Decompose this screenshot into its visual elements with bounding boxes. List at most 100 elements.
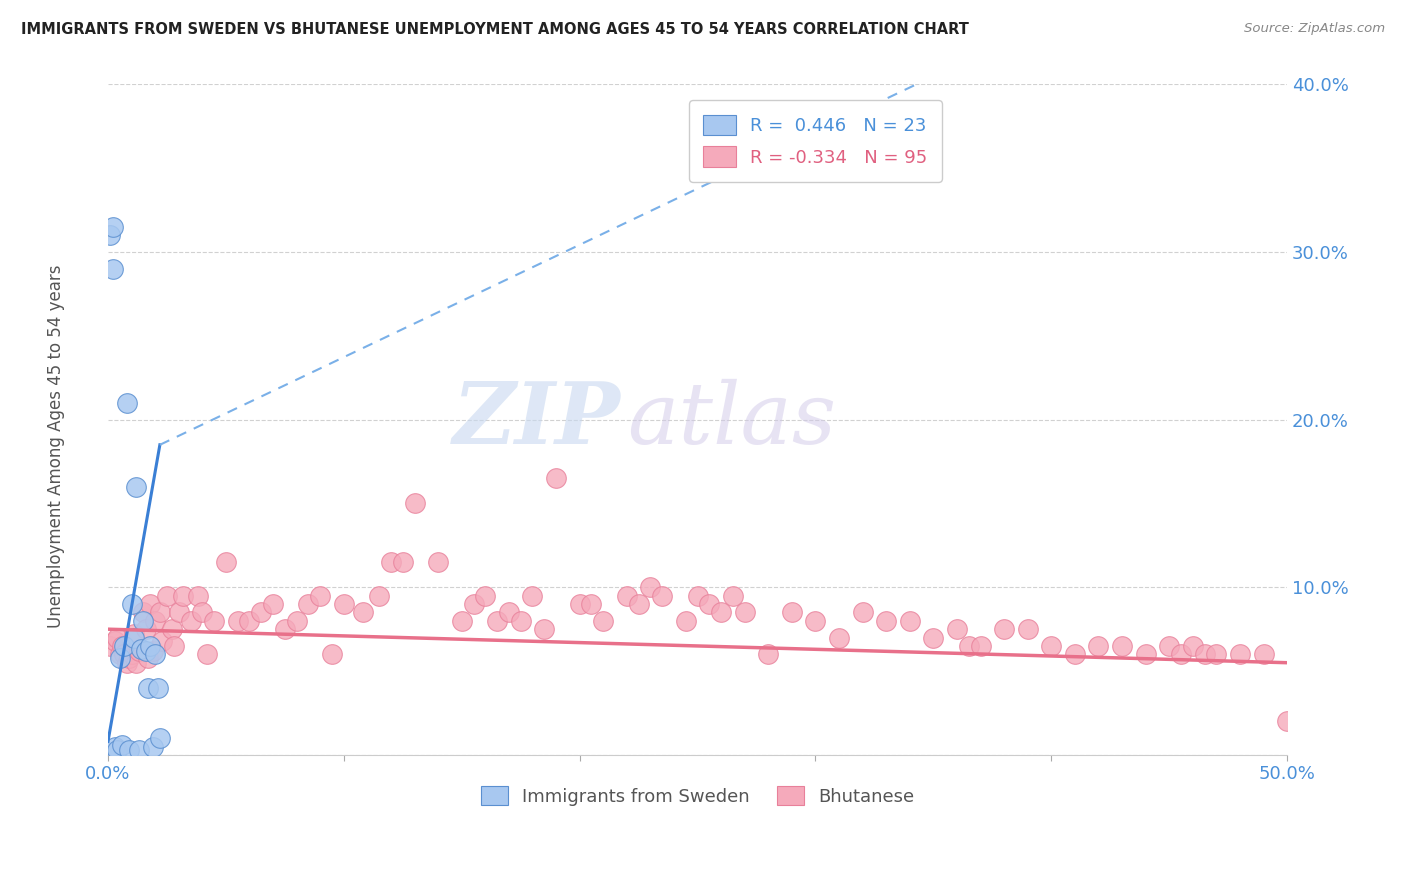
Point <box>172 589 194 603</box>
Point <box>118 743 141 757</box>
Text: ZIP: ZIP <box>453 378 621 461</box>
Point <box>957 639 980 653</box>
Point <box>675 614 697 628</box>
Point <box>651 589 673 603</box>
Point <box>111 738 134 752</box>
Point <box>1205 648 1227 662</box>
Point <box>1017 622 1039 636</box>
Point <box>404 496 426 510</box>
Point <box>135 644 157 658</box>
Point <box>1181 639 1204 653</box>
Point <box>128 644 150 658</box>
Point <box>143 614 166 628</box>
Point <box>150 634 173 648</box>
Point <box>522 589 544 603</box>
Point <box>993 622 1015 636</box>
Point <box>111 639 134 653</box>
Legend: Immigrants from Sweden, Bhutanese: Immigrants from Sweden, Bhutanese <box>474 779 922 813</box>
Point <box>391 555 413 569</box>
Point <box>104 634 127 648</box>
Point <box>333 597 356 611</box>
Point <box>108 650 131 665</box>
Point <box>780 606 803 620</box>
Point <box>352 606 374 620</box>
Point <box>1135 648 1157 662</box>
Point <box>125 480 148 494</box>
Point <box>852 606 875 620</box>
Point <box>380 555 402 569</box>
Text: Unemployment Among Ages 45 to 54 years: Unemployment Among Ages 45 to 54 years <box>48 264 65 628</box>
Point <box>202 614 225 628</box>
Point <box>1253 648 1275 662</box>
Point <box>139 639 162 653</box>
Point <box>132 614 155 628</box>
Point <box>1111 639 1133 653</box>
Point <box>122 627 145 641</box>
Point <box>1170 648 1192 662</box>
Point <box>163 639 186 653</box>
Text: IMMIGRANTS FROM SWEDEN VS BHUTANESE UNEMPLOYMENT AMONG AGES 45 TO 54 YEARS CORRE: IMMIGRANTS FROM SWEDEN VS BHUTANESE UNEM… <box>21 22 969 37</box>
Point <box>98 228 121 243</box>
Point <box>533 622 555 636</box>
Point <box>115 656 138 670</box>
Point <box>142 739 165 754</box>
Point <box>309 589 332 603</box>
Point <box>946 622 969 636</box>
Point <box>98 639 121 653</box>
Point <box>486 614 509 628</box>
Point <box>180 614 202 628</box>
Point <box>132 606 155 620</box>
Point <box>710 606 733 620</box>
Point <box>156 589 179 603</box>
Point <box>121 597 143 611</box>
Point <box>697 597 720 611</box>
Point <box>226 614 249 628</box>
Point <box>136 650 159 665</box>
Point <box>238 614 260 628</box>
Point <box>828 631 851 645</box>
Point <box>969 639 991 653</box>
Point <box>195 648 218 662</box>
Point <box>1275 714 1298 729</box>
Point <box>215 555 238 569</box>
Point <box>627 597 650 611</box>
Point <box>686 589 709 603</box>
Point <box>115 396 138 410</box>
Point <box>297 597 319 611</box>
Point <box>135 622 157 636</box>
Point <box>262 597 284 611</box>
Point <box>581 597 603 611</box>
Point <box>368 589 391 603</box>
Point <box>143 648 166 662</box>
Point <box>640 580 662 594</box>
Point <box>544 471 567 485</box>
Point <box>167 606 190 620</box>
Point <box>721 589 744 603</box>
Point <box>1194 648 1216 662</box>
Point <box>427 555 450 569</box>
Point <box>129 642 152 657</box>
Point <box>1229 648 1251 662</box>
Point <box>187 589 209 603</box>
Point <box>104 739 127 754</box>
Point <box>107 631 129 645</box>
Point <box>121 648 143 662</box>
Point <box>568 597 591 611</box>
Point <box>118 650 141 665</box>
Point <box>321 648 343 662</box>
Text: Source: ZipAtlas.com: Source: ZipAtlas.com <box>1244 22 1385 36</box>
Point <box>463 597 485 611</box>
Point <box>107 743 129 757</box>
Point <box>250 606 273 620</box>
Point <box>592 614 614 628</box>
Point <box>898 614 921 628</box>
Point <box>114 648 136 662</box>
Point <box>498 606 520 620</box>
Point <box>125 656 148 670</box>
Point <box>108 648 131 662</box>
Point <box>1087 639 1109 653</box>
Point <box>875 614 897 628</box>
Point <box>1040 639 1063 653</box>
Text: atlas: atlas <box>627 378 837 461</box>
Point <box>274 622 297 636</box>
